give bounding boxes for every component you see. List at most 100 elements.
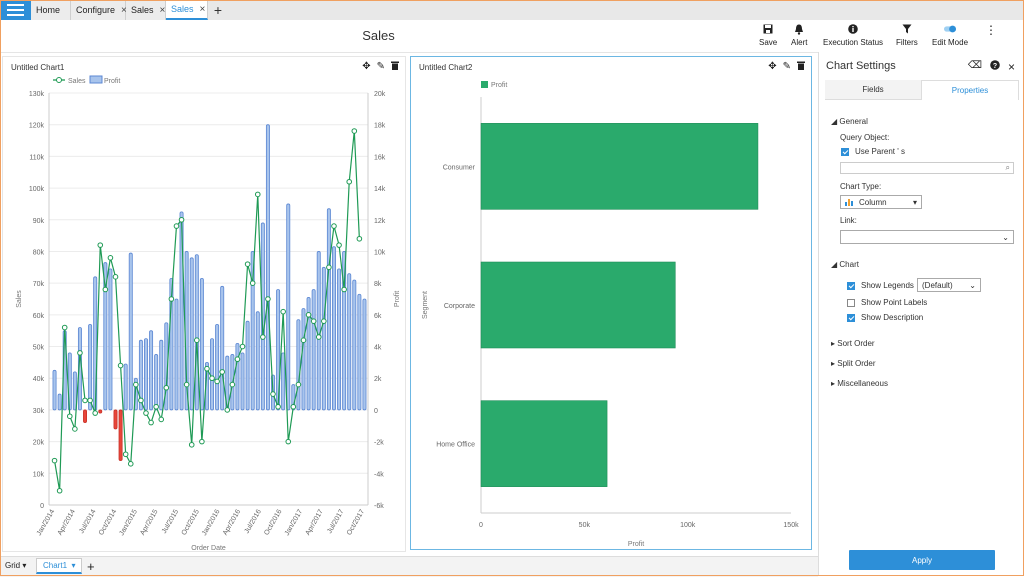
x-tick-label: Jul/2016 — [244, 508, 263, 535]
browse-icon[interactable]: ⌕ — [1005, 163, 1010, 172]
profit-bar — [240, 352, 245, 411]
y2-axis-title: Profit — [394, 291, 401, 307]
sales-point — [341, 286, 347, 293]
grid-selector[interactable]: Grid ▾ — [5, 561, 26, 570]
x-tick-label: Oct/2016 — [263, 508, 283, 536]
legend-profit-swatch — [89, 75, 103, 84]
sales-point — [188, 441, 195, 448]
save-icon — [762, 23, 774, 35]
y2-tick-label: 18k — [374, 123, 386, 130]
sales-point — [346, 178, 353, 185]
edit-pencil-icon[interactable]: ✎ — [782, 61, 791, 72]
sort-order-toggle[interactable]: ▸ Sort Order — [831, 339, 875, 348]
tab-configure[interactable]: Configure × — [71, 0, 127, 20]
chart-tab-label: Chart1 — [43, 561, 68, 570]
edit-mode-toggle[interactable]: Edit Mode — [932, 23, 968, 47]
execution-status-button[interactable]: Execution Status — [823, 23, 883, 47]
chart1-panel[interactable]: Untitled Chart1 ✥ ✎ 0 10k 20k 30k 40k 50k 60k 7… — [2, 56, 406, 552]
y2-tick-label: 12k — [374, 218, 386, 225]
sales-point — [173, 223, 180, 229]
profit-bar — [118, 409, 123, 462]
sales-point — [275, 403, 281, 410]
sales-point — [265, 296, 271, 302]
tab-properties[interactable]: Properties — [921, 80, 1019, 100]
x-tick-label: 150k — [783, 522, 799, 529]
sales-point — [92, 410, 98, 416]
x-tick-label: Jul/2014 — [78, 508, 97, 535]
show-legends-checkbox[interactable]: Show Legends — [847, 281, 914, 290]
sales-point — [356, 235, 363, 242]
filter-icon — [901, 23, 913, 35]
show-description-checkbox[interactable]: Show Description — [847, 313, 923, 322]
profit-bar — [189, 257, 194, 411]
y-tick-label: 50k — [33, 345, 45, 352]
delete-icon[interactable] — [797, 61, 805, 73]
y-tick-label: Home Office — [436, 442, 475, 449]
save-button[interactable]: Save — [759, 23, 777, 47]
checkbox-unchecked-icon — [847, 298, 855, 307]
page-title: Sales — [362, 28, 395, 43]
caret-right-icon: ▸ — [831, 359, 836, 368]
sales-point — [51, 457, 58, 464]
sales-point — [204, 365, 210, 372]
chart2-panel[interactable]: Untitled Chart2 ✥ ✎ Profit 0 50k 100k 150k Co… — [410, 56, 812, 550]
chart-type-select[interactable]: Column ▾ — [840, 195, 922, 209]
use-parent-checkbox[interactable]: Use Parent ' s — [841, 147, 905, 156]
help-icon[interactable]: ? — [990, 60, 1000, 74]
tab-sales-1[interactable]: Sales × — [126, 0, 166, 20]
sales-point — [285, 438, 292, 445]
sales-point — [300, 337, 307, 344]
edit-pencil-icon[interactable]: ✎ — [376, 61, 385, 72]
y-axis-title: Segment — [422, 291, 429, 319]
x-tick-label: Jan/2015 — [118, 508, 139, 537]
sales-point — [133, 381, 139, 388]
sales-point — [153, 403, 159, 410]
x-tick-label: 50k — [579, 522, 591, 529]
split-order-toggle[interactable]: ▸ Split Order — [831, 359, 875, 368]
show-legends-select[interactable]: (Default) ⌄ — [917, 278, 981, 292]
close-icon[interactable]: × — [1007, 60, 1015, 74]
miscellaneous-toggle[interactable]: ▸ Miscellaneous — [831, 379, 888, 388]
chart-section-toggle[interactable]: ◢ Chart — [831, 260, 859, 269]
y-tick-label: 0 — [40, 503, 44, 510]
link-select[interactable]: ⌄ — [840, 230, 1014, 244]
close-icon[interactable]: × — [199, 3, 206, 15]
toggle-icon — [944, 23, 957, 35]
filters-button[interactable]: Filters — [896, 23, 918, 47]
tab-label: Configure — [76, 5, 116, 15]
general-section-toggle[interactable]: ◢ General — [831, 117, 868, 126]
apply-button[interactable]: Apply — [849, 550, 995, 570]
tab-label: Sales — [171, 4, 194, 14]
show-legends-value: (Default) — [922, 280, 953, 290]
sales-point — [310, 318, 317, 324]
add-chart-icon[interactable]: + — [87, 559, 95, 574]
eraser-icon[interactable]: ⌫ — [967, 60, 982, 71]
query-object-field[interactable]: ⌕ — [840, 162, 1014, 174]
show-point-labels-checkbox[interactable]: Show Point Labels — [847, 298, 927, 307]
chart1-tab[interactable]: Chart1 ▾ — [36, 558, 83, 574]
sales-point — [66, 413, 73, 420]
segment-bar — [480, 123, 759, 210]
y-axis-title: Sales — [16, 290, 23, 308]
chart-type-value: Column — [859, 197, 887, 207]
tab-home[interactable]: Home — [31, 0, 71, 20]
more-options-button[interactable]: ⋮ — [985, 23, 997, 39]
y2-tick-label: 10k — [374, 249, 386, 256]
close-icon[interactable]: × — [121, 4, 127, 16]
delete-icon[interactable] — [391, 61, 399, 73]
sales-point — [193, 337, 200, 344]
y2-tick-label: 6k — [374, 313, 382, 320]
move-icon[interactable]: ✥ — [768, 61, 777, 72]
tab-sales-2[interactable]: Sales × — [166, 0, 208, 20]
profit-bar — [220, 285, 225, 411]
tab-fields[interactable]: Fields — [825, 80, 921, 100]
close-icon[interactable]: × — [159, 4, 166, 16]
add-tab-icon[interactable]: + — [213, 2, 223, 18]
profit-bar — [276, 289, 281, 411]
hamburger-menu-icon[interactable] — [0, 0, 31, 20]
x-tick-label: Jul/2015 — [161, 508, 180, 535]
save-label: Save — [759, 38, 778, 47]
alert-button[interactable]: Alert — [791, 23, 807, 47]
profit-bar — [362, 298, 367, 411]
move-icon[interactable]: ✥ — [362, 61, 371, 72]
